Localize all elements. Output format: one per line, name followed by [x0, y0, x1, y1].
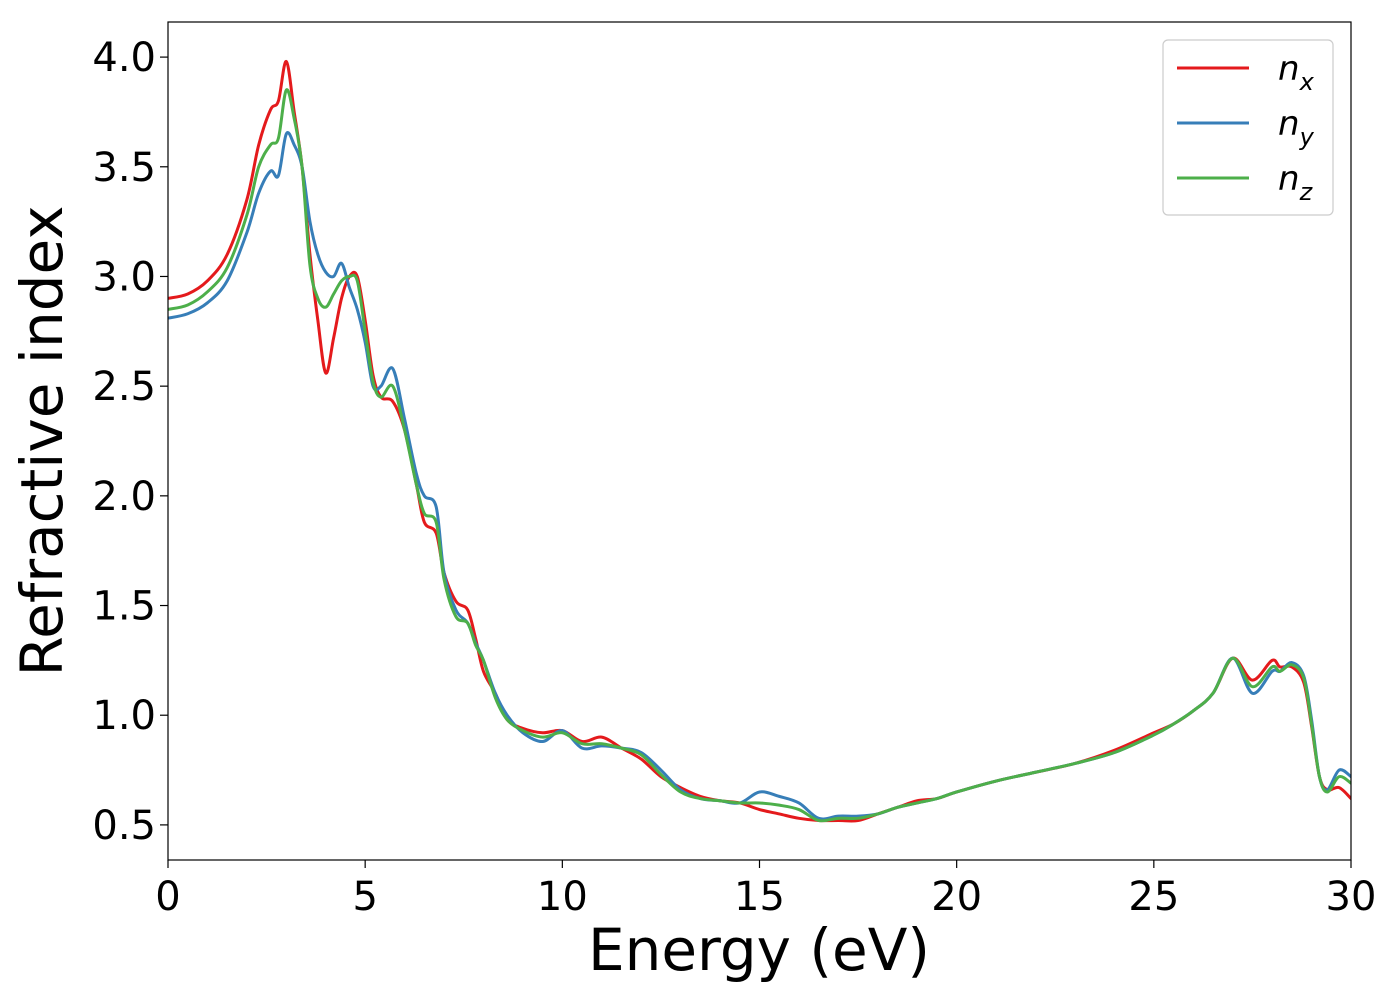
x-tick-label: 0: [155, 874, 180, 920]
y-axis: 0.5 1.0 1.5 2.0 2.5 3.0 3.5 4.0: [92, 35, 168, 849]
y-axis-title: Refractive index: [8, 205, 76, 676]
legend-label: nx: [1278, 49, 1315, 96]
series-line-n-z: [168, 88, 1351, 823]
legend-label-subscript: y: [1299, 123, 1315, 151]
x-tick-label: 5: [352, 874, 377, 920]
y-tick-label: 1.0: [92, 693, 156, 739]
x-tick-label: 15: [734, 874, 785, 920]
legend-label: nz: [1278, 159, 1314, 206]
y-tick-label: 2.0: [92, 474, 156, 520]
legend-label-base: n: [1278, 159, 1300, 199]
x-tick-label: 10: [537, 874, 588, 920]
x-tick-label: 30: [1326, 874, 1377, 920]
legend-label: ny: [1278, 104, 1315, 151]
legend-label-subscript: z: [1299, 178, 1314, 206]
y-tick-label: 0.5: [92, 803, 156, 849]
x-axis: 0 5 10 15 20 25 30: [155, 860, 1376, 920]
legend-box: [1162, 39, 1334, 216]
y-tick-label: 1.5: [92, 584, 156, 630]
series-line-n-y: [168, 131, 1351, 821]
legend-label-base: n: [1278, 49, 1300, 89]
y-tick-label: 3.0: [92, 254, 156, 300]
x-tick-label: 25: [1128, 874, 1179, 920]
x-tick-label: 20: [931, 874, 982, 920]
legend-label-base: n: [1278, 104, 1300, 144]
x-axis-title: Energy (eV): [588, 916, 930, 984]
y-tick-label: 3.5: [92, 145, 156, 191]
legend-label-subscript: x: [1299, 68, 1315, 96]
series-lines: [168, 59, 1351, 823]
y-tick-label: 4.0: [92, 35, 156, 81]
y-tick-label: 2.5: [92, 364, 156, 410]
